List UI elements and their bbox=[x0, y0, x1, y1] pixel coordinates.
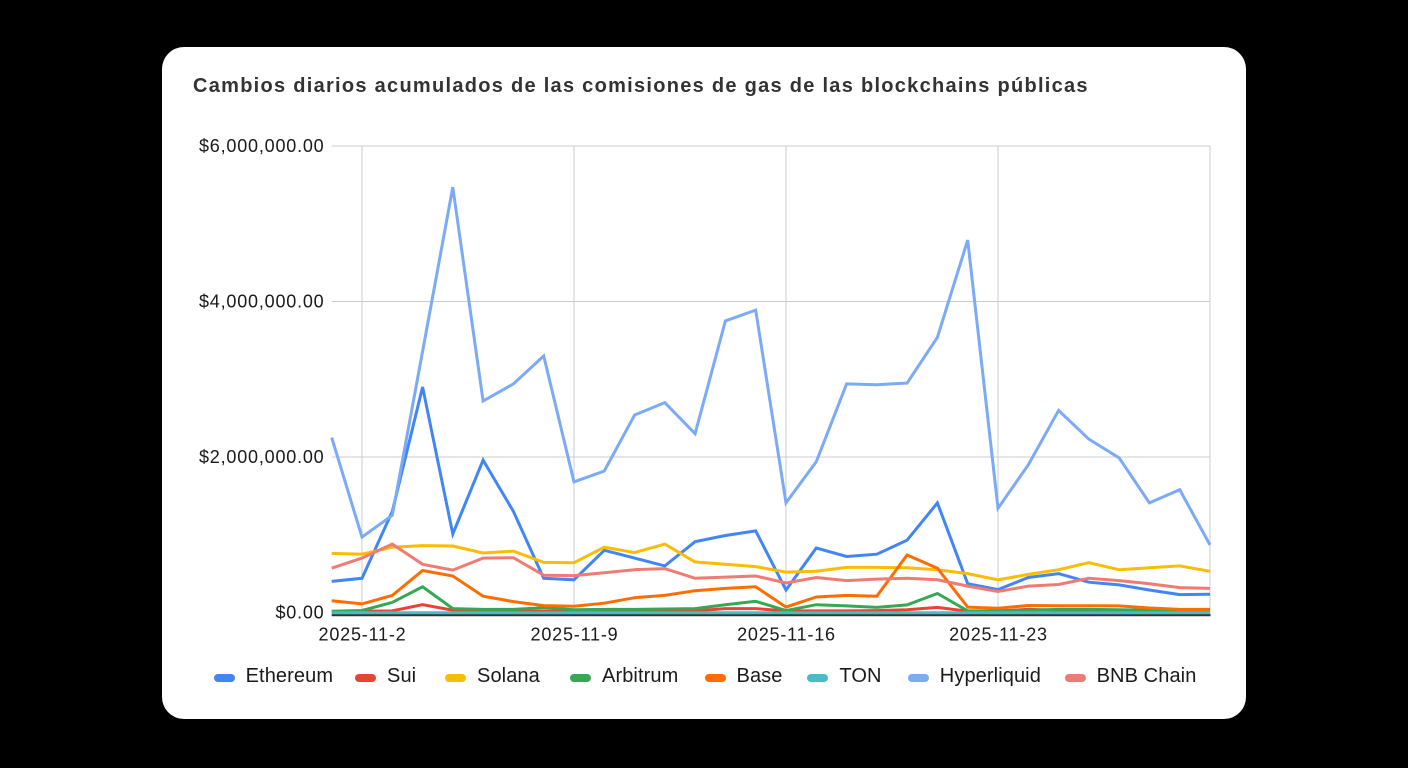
svg-text:$6,000,000.00: $6,000,000.00 bbox=[199, 136, 325, 156]
svg-text:2025-11-2: 2025-11-2 bbox=[319, 625, 407, 645]
svg-text:2025-11-16: 2025-11-16 bbox=[737, 625, 836, 645]
svg-text:$0.00: $0.00 bbox=[275, 603, 324, 623]
svg-text:2025-11-23: 2025-11-23 bbox=[949, 625, 1048, 645]
svg-text:$4,000,000.00: $4,000,000.00 bbox=[199, 292, 325, 312]
svg-text:$2,000,000.00: $2,000,000.00 bbox=[199, 447, 325, 467]
svg-text:2025-11-9: 2025-11-9 bbox=[531, 625, 619, 645]
